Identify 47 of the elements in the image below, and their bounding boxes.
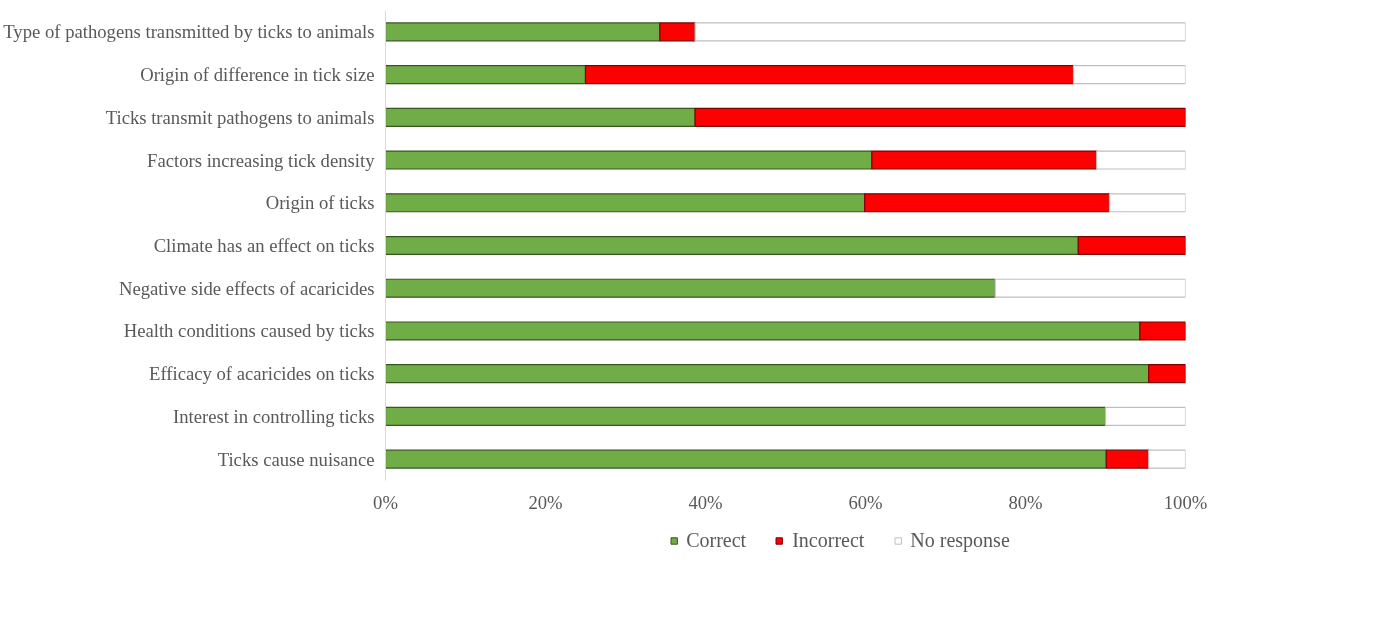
bar [1104,406,1186,426]
bar [1139,321,1186,341]
x-tick-label: 100% [1163,491,1208,513]
x-tick-label: 60% [848,491,883,513]
y-tick-label: Efficacy of acaricides on ticks [149,363,375,385]
y-tick-label: Health conditions caused by ticks [123,320,375,342]
legend-label: No response [910,528,1010,552]
y-tick-label: Type of pathogens transmitted by ticks to animals [3,21,375,43]
bar [385,364,1150,384]
bar [1148,449,1186,469]
y-tick-label: Negative side effects of acaricides [118,277,375,299]
bar [994,278,1186,298]
y-tick-label: Origin of ticks [265,192,375,214]
bar [1096,150,1186,170]
bar [385,449,1107,469]
bar [659,22,696,42]
bar [385,65,587,85]
y-tick-label: Origin of difference in tick size [140,64,375,86]
bar [1105,449,1150,469]
bar [385,235,1079,256]
legend-label: Correct [686,528,747,552]
bar [385,278,996,298]
x-tick-label: 20% [528,491,563,513]
bar [385,150,873,170]
bar [385,107,696,127]
x-tick-label: 80% [1008,491,1043,513]
bar [385,321,1141,341]
bar [694,22,1186,42]
bar [694,107,1186,127]
x-tick-label: 40% [688,491,723,513]
bar [385,22,661,42]
bar [584,65,1075,85]
y-tick-label: Climate has an effect on ticks [153,235,375,256]
y-tick-label: Ticks transmit pathogens to animals [105,106,375,128]
bar [1108,193,1186,213]
x-tick-label: 0% [373,491,398,513]
y-tick-label: Factors increasing tick density [147,149,376,171]
legend-label: Incorrect [792,528,865,552]
bar [871,150,1098,170]
y-tick-label: Interest in controlling ticks [172,405,375,427]
bar [385,193,866,213]
bar [1148,364,1186,384]
y-tick-label: Ticks cause nuisance [217,448,375,470]
bar [864,193,1111,213]
bar [1077,235,1186,256]
bar [1072,65,1186,85]
bar [385,406,1107,426]
